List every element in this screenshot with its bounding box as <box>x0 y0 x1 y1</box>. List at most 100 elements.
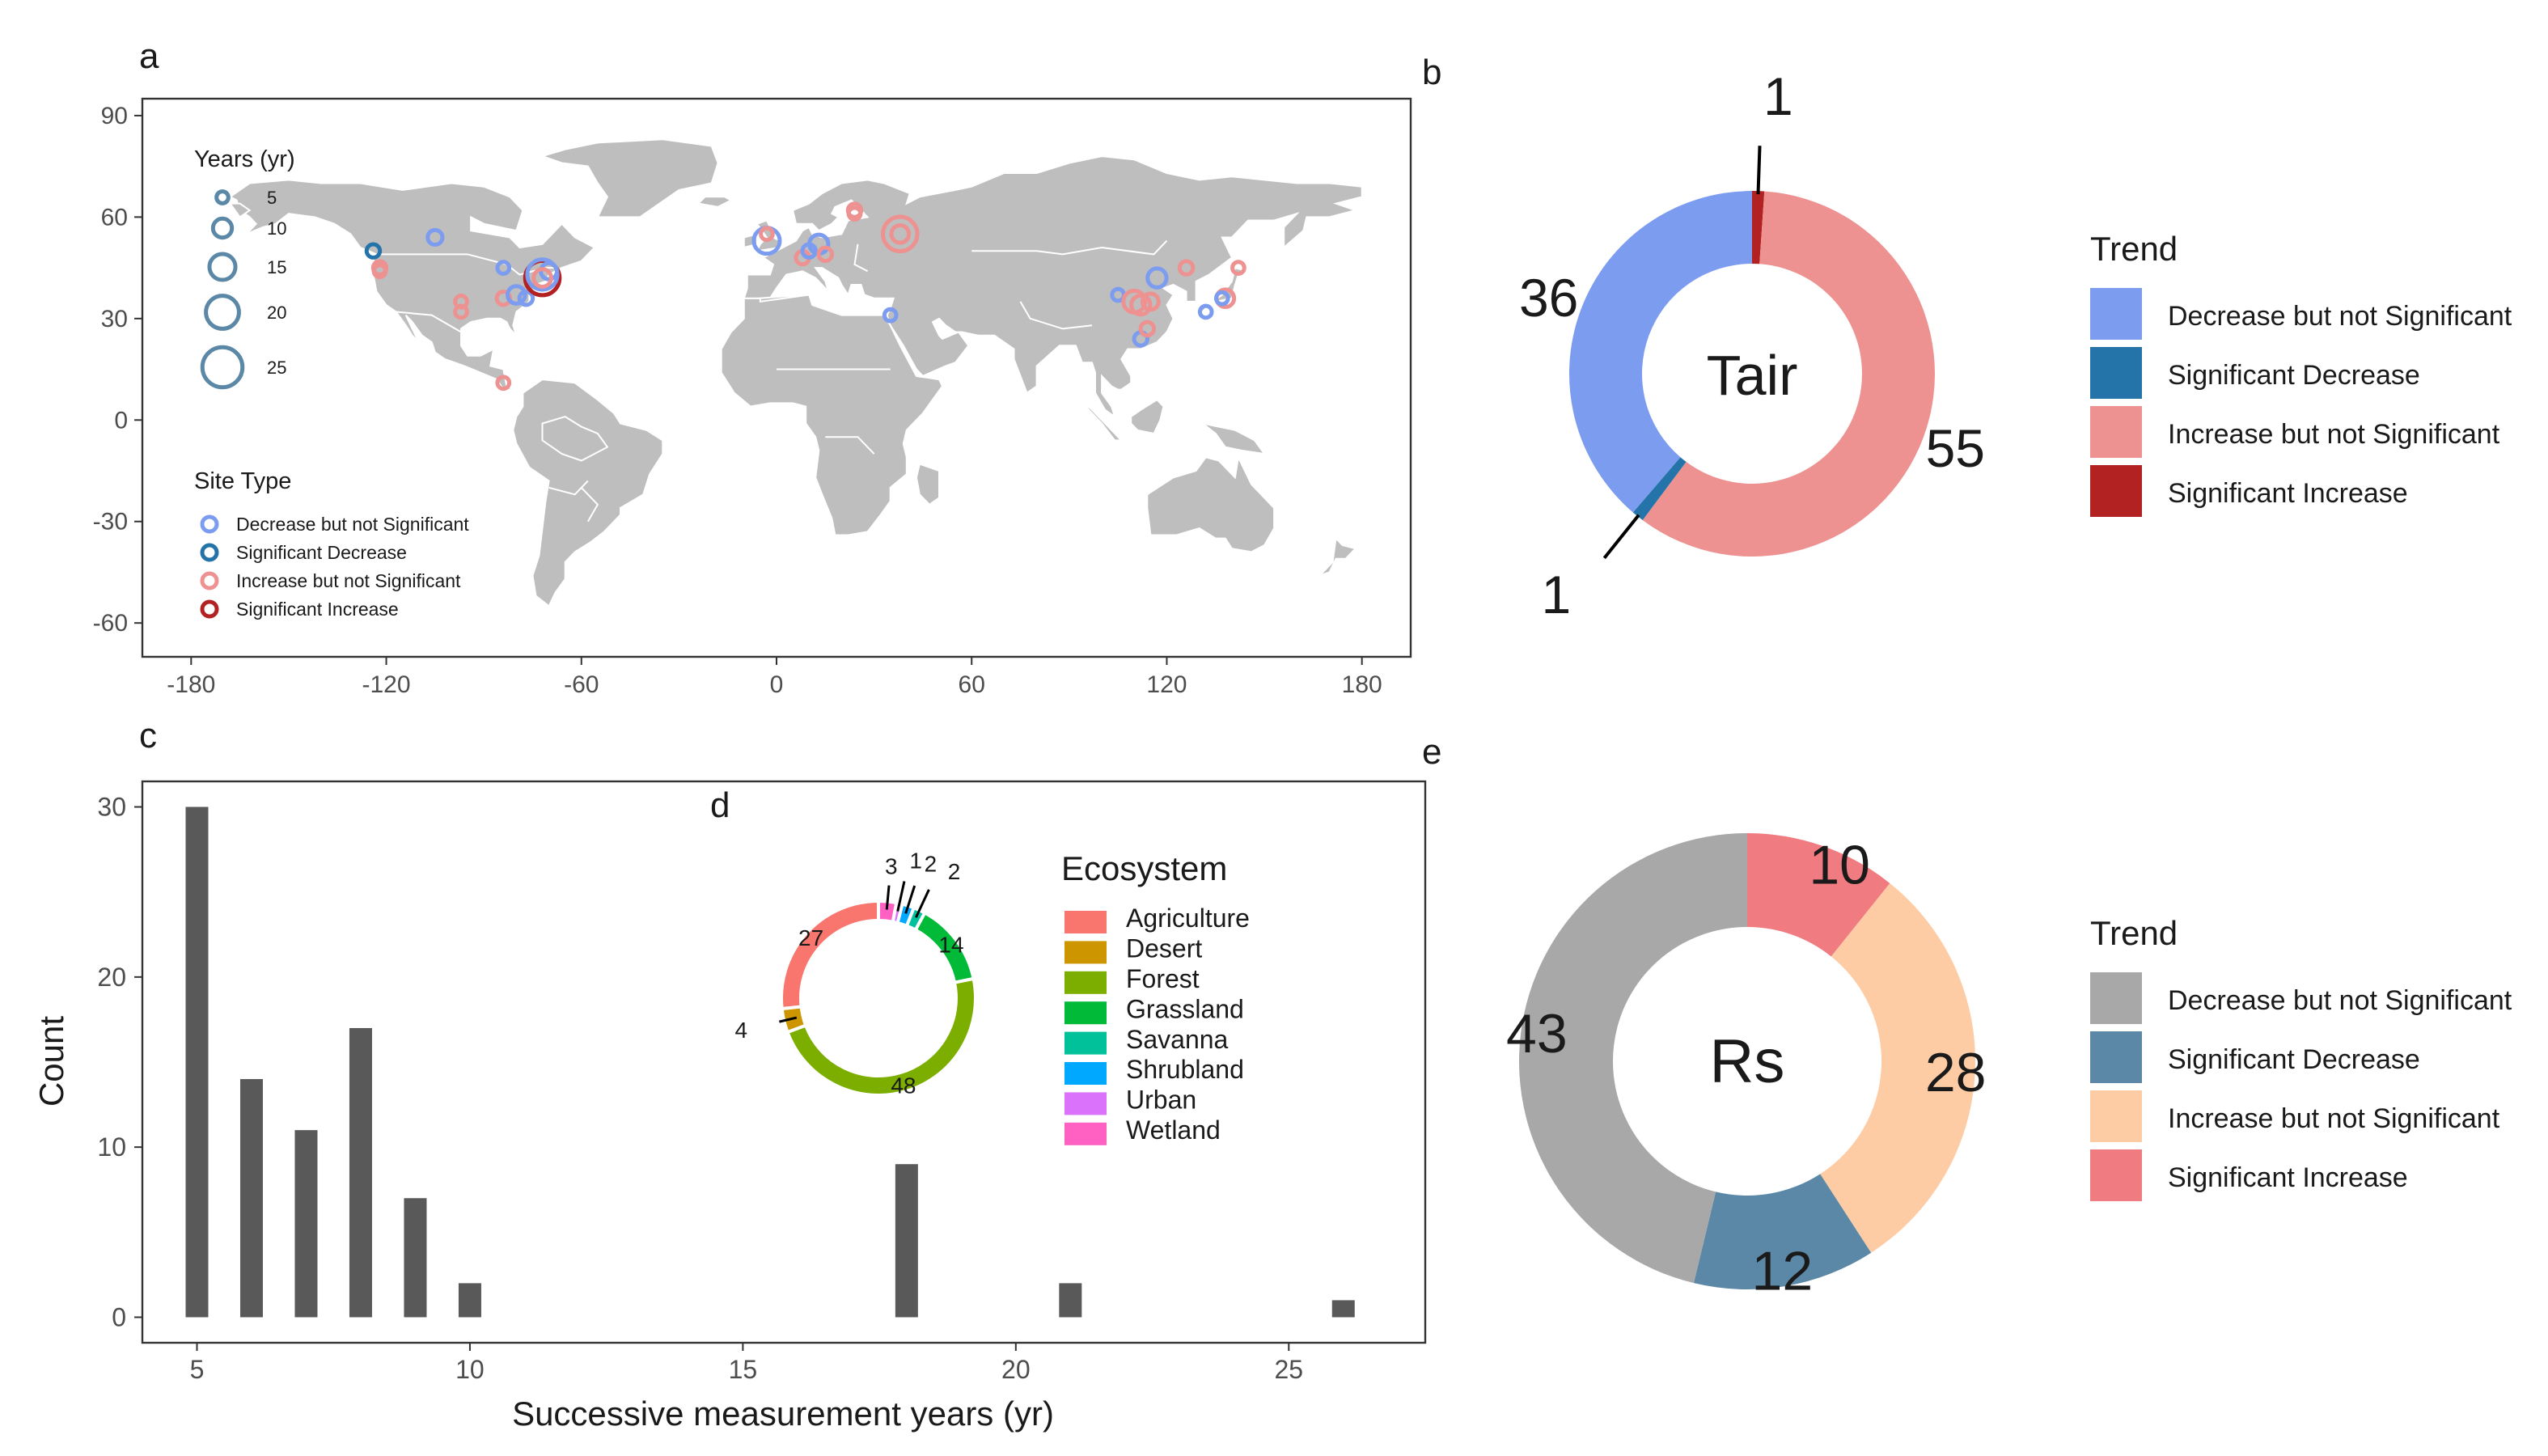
landmass-11 <box>1085 402 1124 442</box>
site-marker <box>1140 291 1161 312</box>
donut-slice <box>1693 1174 1872 1289</box>
border-line-7 <box>581 487 599 523</box>
slice-value-label: 2 <box>925 852 938 877</box>
x-tick-label: 60 <box>959 671 985 698</box>
site-marker <box>1145 266 1169 290</box>
legend-swatch <box>2090 465 2142 517</box>
slice-value-label: 27 <box>798 925 823 950</box>
tair-legend: Trend Decrease but not Significant Signif… <box>2090 230 2512 517</box>
slice-value-label: 55 <box>1926 418 1985 478</box>
histogram-bar <box>895 1164 918 1318</box>
histogram-bar <box>349 1027 372 1318</box>
legend-swatch <box>2090 1090 2142 1142</box>
slice-value-label: 28 <box>1925 1042 1987 1103</box>
leader-line <box>885 885 891 910</box>
tair-center-label: Tair <box>1707 344 1798 407</box>
site-marker <box>370 259 389 277</box>
size-legend-label: 10 <box>267 218 286 239</box>
histogram-x-label: Successive measurement years (yr) <box>512 1395 1054 1433</box>
leader-line <box>896 881 906 912</box>
size-legend-label: 20 <box>267 303 286 323</box>
tair-legend-title: Trend <box>2090 230 2178 268</box>
panel-a-map: -180 -120 -60 0 60 120 180 -60 -30 0 30 60 90 Years… <box>93 97 1412 698</box>
slice-value-label: 4 <box>735 1018 748 1043</box>
site-marker <box>531 267 553 289</box>
histogram-bar <box>1331 1300 1355 1318</box>
world-land <box>228 138 1363 607</box>
size-legend-label: 15 <box>267 257 286 277</box>
histogram-border <box>141 780 1427 1344</box>
x-tick-label: 15 <box>729 1355 758 1384</box>
border-line-4 <box>1019 301 1093 330</box>
size-legend-circle <box>200 345 245 390</box>
size-legend-circle <box>210 216 235 240</box>
y-tick-label: -30 <box>93 509 128 535</box>
border-line-2 <box>853 243 869 273</box>
landmass-7 <box>696 196 733 208</box>
landmass-15 <box>1318 536 1357 577</box>
donut-slice <box>785 976 977 1098</box>
panel-e-rs-donut: Rs 10 28 12 43 Trend Decrease but not Signi… <box>1506 833 2512 1302</box>
size-legend: Years (yr) 5 10 15 20 25 <box>194 146 295 390</box>
size-legend-label: 5 <box>267 188 277 208</box>
donut-slice <box>780 899 880 1011</box>
site-type-legend-label: Increase but not Significant <box>236 570 461 591</box>
site-type-legend-label: Significant Decrease <box>236 542 407 563</box>
size-legend-circle <box>207 252 238 282</box>
histogram-bar <box>1059 1283 1082 1318</box>
site-marker <box>882 307 899 324</box>
slice-value-label: 12 <box>1752 1240 1814 1302</box>
legend-label: Decrease but not Significant <box>2168 301 2512 332</box>
legend-label: Decrease but not Significant <box>2168 985 2512 1016</box>
site-marker <box>506 284 527 306</box>
ecosystem-legend-title: Ecosystem <box>1061 849 1227 887</box>
y-tick-label: 30 <box>101 306 128 332</box>
site-marker <box>816 245 835 264</box>
histogram-bar <box>458 1283 481 1318</box>
x-tick-label: -120 <box>362 671 411 698</box>
leader-line <box>779 1016 798 1023</box>
site-type-legend: Site Type Decrease but not Significant Si… <box>194 468 469 620</box>
legend-swatch <box>1064 1001 1107 1025</box>
histogram-bar <box>185 806 209 1318</box>
legend-swatch <box>2090 1031 2142 1083</box>
site-marker <box>495 260 512 276</box>
slice-value-label: 3 <box>885 854 898 879</box>
site-marker <box>759 226 775 243</box>
size-legend-label: 25 <box>267 358 286 378</box>
map-x-axis: -180 -120 -60 0 60 120 180 <box>167 657 1382 698</box>
slice-value-label: 48 <box>891 1073 916 1098</box>
site-marker <box>1177 259 1196 277</box>
x-tick-label: 0 <box>770 671 784 698</box>
histogram-y-label: Count <box>32 1016 70 1107</box>
landmass-12 <box>1130 398 1165 435</box>
legend-label: Desert <box>1126 934 1202 963</box>
site-type-legend-marker <box>200 599 219 619</box>
landmass-3 <box>720 294 944 536</box>
slice-value-label: 1 <box>1542 565 1572 624</box>
y-tick-label: 0 <box>112 1302 126 1331</box>
donut-slice <box>1642 191 1935 557</box>
x-tick-label: -180 <box>167 671 215 698</box>
landmass-10 <box>541 416 609 462</box>
landmass-16 <box>759 294 810 303</box>
slice-value-label: 43 <box>1506 1003 1568 1064</box>
legend-swatch <box>1064 941 1107 964</box>
y-tick-label: 90 <box>101 103 128 129</box>
site-marker <box>1138 320 1157 338</box>
site-marker <box>453 303 469 320</box>
legend-swatch <box>1064 1062 1107 1085</box>
panel-c-histogram: 5 10 15 20 25 0 10 20 30 Successive measurement… <box>32 780 1427 1433</box>
border-line-1 <box>396 311 462 333</box>
donut-slice <box>1752 191 1765 265</box>
size-legend-circle <box>204 294 241 331</box>
panel-b-tair-donut: Tair 1 55 1 36 Trend Decrease but not Signi… <box>1519 66 2512 624</box>
site-markers <box>364 201 1246 392</box>
panel-label-c: c <box>139 716 157 756</box>
site-marker <box>1213 290 1230 307</box>
x-tick-label: 5 <box>190 1355 205 1384</box>
slice-value-label: 14 <box>938 932 963 957</box>
legend-label: Significant Decrease <box>2168 1044 2420 1075</box>
rs-legend: Trend Decrease but not Significant Signif… <box>2090 914 2512 1201</box>
site-type-legend-label: Significant Increase <box>236 599 399 620</box>
